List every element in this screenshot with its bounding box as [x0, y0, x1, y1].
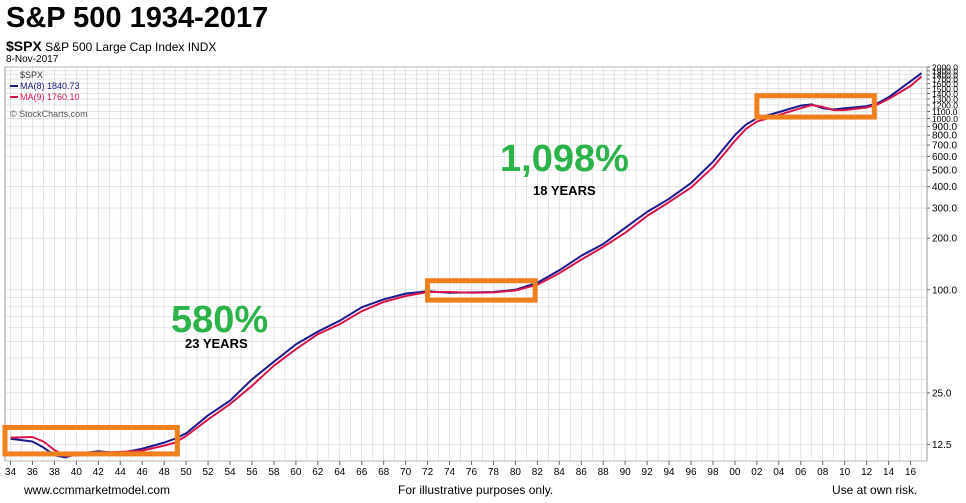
x-tick-label: 78 — [488, 467, 500, 478]
footer-risk: Use at own risk. — [832, 483, 918, 497]
y-tick-label: 25.0 — [932, 388, 952, 399]
x-tick-label: 34 — [5, 467, 17, 478]
x-tick-label: 76 — [466, 467, 478, 478]
x-tick-label: 94 — [663, 467, 675, 478]
x-tick-label: 98 — [707, 467, 719, 478]
x-tick-label: 04 — [773, 467, 785, 478]
x-tick-label: 96 — [685, 467, 697, 478]
years-18-label: 18 YEARS — [533, 183, 596, 198]
x-tick-label: 82 — [532, 467, 544, 478]
y-tick-label: 200.0 — [932, 234, 957, 245]
x-tick-label: 44 — [115, 467, 127, 478]
y-tick-label: 100.0 — [932, 285, 957, 296]
x-tick-label: 58 — [268, 467, 280, 478]
x-tick-label: 38 — [49, 467, 61, 478]
x-tick-label: 66 — [356, 467, 368, 478]
exchange-label: INDX — [187, 40, 217, 54]
x-tick-label: 60 — [290, 467, 302, 478]
x-tick-label: 36 — [27, 467, 39, 478]
x-tick-label: 88 — [598, 467, 610, 478]
index-name: S&P 500 Large Cap Index — [45, 40, 185, 54]
ma9-series-line — [10, 75, 923, 457]
footer-disclaimer: For illustrative purposes only. — [398, 483, 554, 497]
y-tick-label: 1900.0 — [932, 66, 958, 76]
x-tick-label: 10 — [839, 467, 851, 478]
y-tick-label: 1700.0 — [932, 75, 958, 85]
x-tick-label: 06 — [795, 467, 807, 478]
y-tick-label: 300.0 — [932, 204, 957, 215]
highlight-box-2 — [425, 278, 538, 303]
chart-date: 8-Nov-2017 — [6, 54, 59, 65]
ticker-symbol: $SPX — [6, 38, 42, 54]
x-tick-label: 70 — [400, 467, 412, 478]
x-tick-label: 50 — [181, 467, 193, 478]
legend-ma9: MA(9) 1760.10 — [20, 92, 80, 102]
gain-580-label: 580% — [171, 299, 268, 341]
x-tick-label: 40 — [71, 467, 83, 478]
y-tick-label: 600.0 — [932, 152, 957, 163]
y-tick-label: 12.5 — [932, 440, 952, 451]
x-tick-label: 62 — [312, 467, 324, 478]
highlight-box-3 — [754, 93, 877, 120]
highlight-box-1 — [2, 424, 180, 457]
y-tick-label: 1300.0 — [932, 95, 958, 105]
x-tick-label: 12 — [861, 467, 873, 478]
y-tick-label: 1500.0 — [932, 84, 958, 94]
x-tick-label: 72 — [422, 467, 434, 478]
x-tick-label: 52 — [202, 467, 214, 478]
y-tick-label: 1200.0 — [932, 100, 958, 110]
x-tick-label: 64 — [334, 467, 346, 478]
y-tick-label: 400.0 — [932, 182, 957, 193]
chart-title: S&P 500 1934-2017 — [6, 2, 269, 34]
legend-ma8: MA(8) 1840.73 — [20, 81, 80, 91]
x-tick-label: 14 — [883, 467, 895, 478]
x-tick-label: 42 — [93, 467, 105, 478]
years-23-label: 23 YEARS — [185, 336, 248, 351]
footer-website[interactable]: www.ccmmarketmodel.com — [24, 483, 171, 497]
y-tick-label: 700.0 — [932, 141, 957, 152]
x-tick-label: 02 — [751, 467, 763, 478]
x-tick-label: 68 — [378, 467, 390, 478]
y-tick-label: 1400.0 — [932, 89, 958, 99]
x-tick-label: 80 — [510, 467, 522, 478]
x-tick-label: 08 — [817, 467, 829, 478]
x-tick-label: 84 — [554, 467, 566, 478]
chart-subtitle: $SPX S&P 500 Large Cap Index INDX — [6, 38, 216, 54]
x-tick-label: 48 — [159, 467, 171, 478]
legend-symbol: $SPX — [20, 70, 43, 80]
source-label: © StockCharts.com — [10, 109, 88, 119]
x-tick-label: 46 — [137, 467, 149, 478]
x-tick-label: 54 — [224, 467, 236, 478]
x-tick-label: 86 — [576, 467, 588, 478]
x-tick-label: 90 — [620, 467, 632, 478]
x-tick-label: 56 — [246, 467, 258, 478]
x-tick-label: 92 — [642, 467, 654, 478]
y-tick-label: 1600.0 — [932, 79, 958, 89]
y-tick-label: 2000.0 — [932, 63, 958, 73]
y-tick-label: 500.0 — [932, 166, 957, 177]
x-tick-label: 74 — [444, 467, 456, 478]
x-tick-label: 00 — [729, 467, 741, 478]
y-tick-label: 1000.0 — [932, 114, 958, 124]
gain-1098-label: 1,098% — [500, 138, 629, 180]
y-tick-label: 1800.0 — [932, 70, 958, 80]
x-tick-label: 16 — [905, 467, 917, 478]
y-tick-label: 900.0 — [932, 122, 957, 133]
y-tick-label: 800.0 — [932, 131, 957, 142]
y-tick-label: 1100.0 — [932, 107, 958, 117]
